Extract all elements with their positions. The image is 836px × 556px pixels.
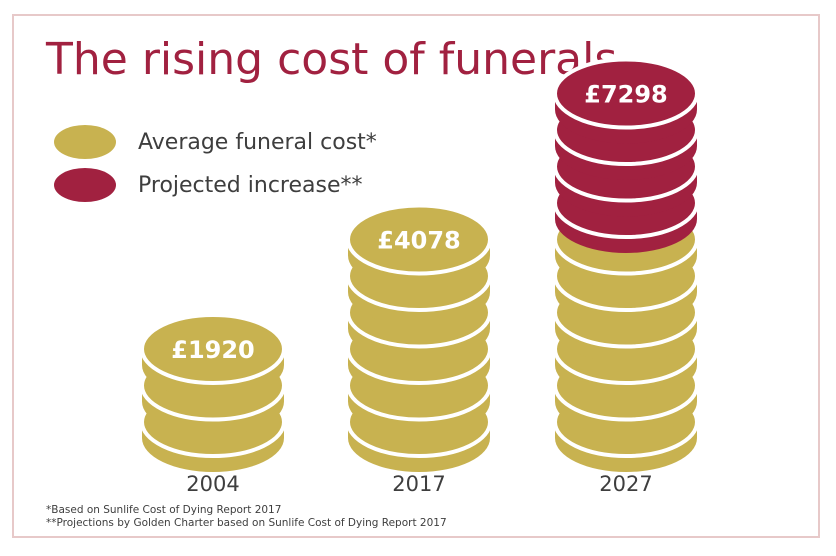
coin-average xyxy=(346,203,492,290)
coin-projected xyxy=(553,57,699,144)
value-label-2017: £4078 xyxy=(377,227,461,255)
value-label-2004: £1920 xyxy=(171,336,255,364)
value-label-2027: £7298 xyxy=(584,81,668,109)
year-label-2004: 2004 xyxy=(186,472,239,496)
year-label-2017: 2017 xyxy=(392,472,445,496)
legend-label-projected: Projected increase** xyxy=(138,172,363,198)
coin-average xyxy=(140,313,286,399)
coin-stack-2004 xyxy=(140,313,286,472)
chart-frame xyxy=(12,14,820,538)
legend-swatch-projected xyxy=(54,168,116,202)
footnote-1: *Based on Sunlife Cost of Dying Report 2… xyxy=(46,504,282,516)
chart-title: The rising cost of funerals xyxy=(46,34,618,85)
legend-swatch-average xyxy=(54,125,116,159)
legend-item-projected: Projected increase** xyxy=(54,167,363,203)
coin-stack-2017 xyxy=(346,203,492,472)
legend-item-average: Average funeral cost* xyxy=(54,124,377,160)
legend-label-average: Average funeral cost* xyxy=(138,129,377,155)
footnotes: *Based on Sunlife Cost of Dying Report 2… xyxy=(46,504,447,530)
coin-stack-2027 xyxy=(553,57,699,472)
footnote-2: **Projections by Golden Charter based on… xyxy=(46,517,447,529)
year-label-2027: 2027 xyxy=(599,472,652,496)
